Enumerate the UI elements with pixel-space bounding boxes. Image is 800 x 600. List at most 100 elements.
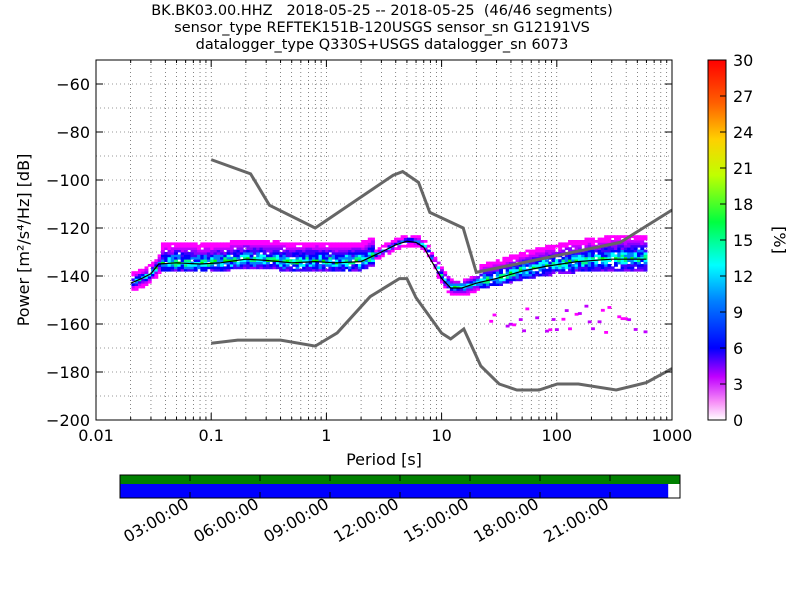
- heatmap-cell: [206, 249, 211, 253]
- heatmap-cell: [302, 266, 307, 270]
- heatmap-cell: [180, 242, 185, 246]
- heatmap-cell: [141, 273, 146, 277]
- heatmap-cell: [170, 254, 175, 258]
- heatmap-cell: [183, 244, 188, 248]
- heatmap-cell: [617, 249, 622, 253]
- heatmap-cell: [325, 261, 329, 265]
- heatmap-cell: [338, 256, 343, 260]
- heatmap-cell: [367, 244, 372, 248]
- heatmap-cell: [180, 266, 185, 270]
- heatmap-cell: [627, 266, 632, 270]
- heatmap-cell: [581, 242, 586, 246]
- heatmap-cell: [597, 256, 602, 260]
- heatmap-cell: [614, 240, 618, 243]
- heatmap-cell: [581, 264, 586, 267]
- heatmap-cell: [440, 280, 444, 284]
- heatmap-cell: [246, 242, 251, 246]
- heatmap-cell: [252, 242, 257, 246]
- heatmap-cell: [643, 330, 648, 334]
- heatmap-cell: [131, 278, 136, 282]
- heatmap-cell: [154, 276, 159, 279]
- heatmap-cell: [561, 271, 566, 274]
- heatmap-cell: [554, 266, 559, 270]
- heatmap-cell: [328, 242, 333, 246]
- heatmap-cell: [354, 249, 359, 253]
- heatmap-cell: [482, 283, 487, 286]
- chart-title-line-3: datalogger_type Q330S+USGS datalogger_sn…: [195, 37, 569, 53]
- heatmap-cell: [341, 264, 346, 267]
- heatmap-cell: [512, 278, 517, 282]
- heatmap-cell: [269, 252, 274, 255]
- heatmap-cell: [236, 242, 241, 246]
- heatmap-cell: [568, 327, 572, 331]
- heatmap-cell: [164, 247, 169, 250]
- heatmap-cell: [453, 288, 458, 291]
- heatmap-cell: [564, 256, 569, 260]
- heatmap-cell: [252, 259, 257, 262]
- heatmap-cell: [341, 249, 346, 253]
- heatmap-cell: [535, 316, 540, 320]
- heatmap-cell: [177, 247, 182, 250]
- heatmap-cell: [367, 264, 372, 267]
- heatmap-cell: [472, 280, 477, 284]
- heatmap-cell: [193, 259, 198, 262]
- heatmap-cell: [604, 256, 609, 260]
- heatmap-cell: [315, 247, 320, 250]
- heatmap-cell: [630, 247, 635, 250]
- heatmap-cell: [397, 247, 402, 250]
- heatmap-cell: [256, 264, 261, 267]
- heatmap-cell: [607, 247, 612, 250]
- heatmap-cell: [459, 288, 464, 291]
- heatmap-cell: [518, 252, 523, 255]
- heatmap-cell: [495, 271, 500, 274]
- heatmap-cell: [551, 268, 556, 272]
- heatmap-cell: [610, 254, 615, 258]
- heatmap-cell: [256, 240, 261, 243]
- heatmap-cell: [574, 252, 579, 255]
- heatmap-cell: [518, 271, 523, 274]
- heatmap-cell: [469, 288, 474, 291]
- heatmap-cell: [351, 252, 356, 255]
- heatmap-cell: [302, 242, 307, 246]
- heatmap-cell: [160, 244, 165, 248]
- heatmap-cell: [157, 268, 162, 272]
- heatmap-cell: [315, 254, 320, 258]
- heatmap-cell: [190, 261, 195, 265]
- heatmap-cell: [505, 261, 510, 265]
- heatmap-cell: [633, 252, 638, 255]
- heatmap-cell: [614, 254, 618, 258]
- heatmap-cell: [351, 249, 356, 253]
- colorbar-tick-label: 30: [733, 51, 753, 70]
- heatmap-cell: [545, 271, 549, 274]
- heatmap-cell: [160, 242, 165, 246]
- heatmap-cell: [640, 242, 645, 246]
- heatmap-cell: [357, 268, 362, 272]
- heatmap-cell: [577, 312, 582, 315]
- heatmap-cell: [233, 242, 238, 246]
- heatmap-cell: [548, 266, 553, 270]
- heatmap-cell: [338, 252, 343, 255]
- heatmap-cell: [197, 249, 201, 253]
- heatmap-cell: [410, 242, 415, 246]
- heatmap-cell: [548, 252, 553, 255]
- heatmap-cell: [541, 252, 546, 255]
- heatmap-cell: [206, 244, 211, 248]
- heatmap-cell: [364, 242, 369, 246]
- heatmap-cell: [144, 273, 149, 277]
- heatmap-cell: [495, 261, 500, 265]
- heatmap-cell: [210, 244, 215, 248]
- heatmap-cell: [200, 259, 205, 262]
- heatmap-cell: [568, 254, 572, 258]
- heatmap-cell: [584, 266, 589, 270]
- heatmap-cell: [206, 266, 211, 270]
- heatmap-cell: [469, 280, 474, 284]
- heatmap-cell: [272, 266, 277, 270]
- heatmap-cell: [213, 249, 218, 253]
- heatmap-cell: [364, 266, 369, 270]
- heatmap-cell: [282, 264, 287, 267]
- heatmap-cell: [262, 252, 267, 255]
- heatmap-cell: [571, 240, 576, 243]
- heatmap-cell: [174, 252, 178, 255]
- heatmap-cell: [226, 259, 231, 262]
